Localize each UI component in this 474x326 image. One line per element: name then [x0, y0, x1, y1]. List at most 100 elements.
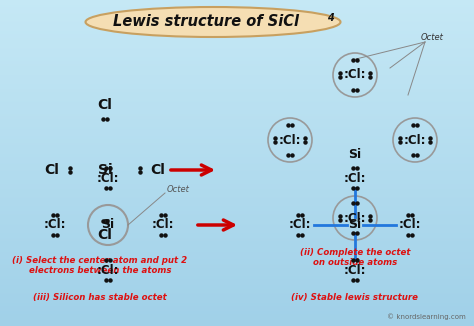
- Bar: [0, 118, 474, 119]
- Bar: [0, 84, 474, 85]
- Bar: [0, 9, 474, 10]
- Bar: [0, 82, 474, 83]
- Bar: [0, 295, 474, 296]
- Bar: [0, 18, 474, 19]
- Bar: [0, 136, 474, 137]
- Bar: [0, 99, 474, 100]
- Bar: [0, 107, 474, 108]
- Bar: [0, 179, 474, 180]
- Bar: [0, 113, 474, 114]
- Bar: [0, 127, 474, 128]
- Text: (ii) Complete the octet
on outside atoms: (ii) Complete the octet on outside atoms: [300, 248, 410, 267]
- Text: :Cl:: :Cl:: [399, 218, 421, 231]
- Bar: [0, 299, 474, 300]
- Bar: [0, 311, 474, 312]
- Bar: [0, 251, 474, 252]
- Bar: [0, 267, 474, 268]
- Bar: [0, 269, 474, 270]
- Bar: [0, 241, 474, 242]
- Bar: [0, 147, 474, 148]
- Bar: [0, 235, 474, 236]
- Bar: [0, 205, 474, 206]
- Bar: [0, 116, 474, 117]
- Bar: [0, 193, 474, 194]
- Bar: [0, 183, 474, 184]
- Bar: [0, 237, 474, 238]
- Bar: [0, 232, 474, 233]
- Bar: [0, 214, 474, 215]
- Bar: [0, 225, 474, 226]
- Bar: [0, 165, 474, 166]
- Bar: [0, 53, 474, 54]
- Text: :Cl:: :Cl:: [152, 218, 174, 231]
- Bar: [0, 51, 474, 52]
- Bar: [0, 195, 474, 196]
- Bar: [0, 284, 474, 285]
- Bar: [0, 210, 474, 211]
- Text: :Cl:: :Cl:: [404, 134, 426, 146]
- Bar: [0, 209, 474, 210]
- Bar: [0, 273, 474, 274]
- Bar: [0, 292, 474, 293]
- Bar: [0, 302, 474, 303]
- Bar: [0, 319, 474, 320]
- Bar: [0, 192, 474, 193]
- Bar: [0, 202, 474, 203]
- Text: (iii) Silicon has stable octet: (iii) Silicon has stable octet: [33, 293, 167, 302]
- Bar: [0, 219, 474, 220]
- Bar: [0, 220, 474, 221]
- Bar: [0, 83, 474, 84]
- Bar: [0, 279, 474, 280]
- Bar: [0, 59, 474, 60]
- Bar: [0, 238, 474, 239]
- Bar: [0, 140, 474, 141]
- Bar: [0, 47, 474, 48]
- Bar: [0, 97, 474, 98]
- Bar: [0, 156, 474, 157]
- Bar: [0, 283, 474, 284]
- Bar: [0, 8, 474, 9]
- Text: :Cl:: :Cl:: [97, 263, 119, 276]
- Bar: [0, 13, 474, 14]
- Bar: [0, 208, 474, 209]
- Text: Si: Si: [98, 163, 112, 177]
- Bar: [0, 119, 474, 120]
- Bar: [0, 16, 474, 17]
- Bar: [0, 85, 474, 86]
- Bar: [0, 197, 474, 198]
- Bar: [0, 309, 474, 310]
- Bar: [0, 29, 474, 30]
- Bar: [0, 61, 474, 62]
- Bar: [0, 313, 474, 314]
- Bar: [0, 151, 474, 152]
- Bar: [0, 38, 474, 39]
- Bar: [0, 43, 474, 44]
- Bar: [0, 255, 474, 256]
- Bar: [0, 306, 474, 307]
- Bar: [0, 146, 474, 147]
- Bar: [0, 247, 474, 248]
- Bar: [0, 229, 474, 230]
- Bar: [0, 170, 474, 171]
- Bar: [0, 100, 474, 101]
- Bar: [0, 162, 474, 163]
- Bar: [0, 28, 474, 29]
- Bar: [0, 30, 474, 31]
- Bar: [0, 286, 474, 287]
- Bar: [0, 196, 474, 197]
- Bar: [0, 324, 474, 325]
- Bar: [0, 42, 474, 43]
- Bar: [0, 181, 474, 182]
- Bar: [0, 194, 474, 195]
- Bar: [0, 226, 474, 227]
- Bar: [0, 307, 474, 308]
- Bar: [0, 31, 474, 32]
- Bar: [0, 80, 474, 81]
- Bar: [0, 154, 474, 155]
- Bar: [0, 20, 474, 21]
- Bar: [0, 176, 474, 177]
- Bar: [0, 71, 474, 72]
- Text: Si: Si: [348, 218, 362, 231]
- Bar: [0, 27, 474, 28]
- Bar: [0, 272, 474, 273]
